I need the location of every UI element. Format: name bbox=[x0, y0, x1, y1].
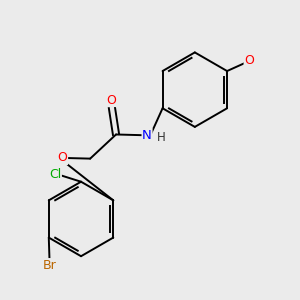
Text: Br: Br bbox=[43, 259, 56, 272]
Text: O: O bbox=[244, 54, 254, 67]
Text: Cl: Cl bbox=[49, 168, 61, 181]
Text: O: O bbox=[58, 152, 68, 164]
Text: H: H bbox=[157, 131, 166, 144]
Text: O: O bbox=[106, 94, 116, 106]
Text: N: N bbox=[142, 129, 152, 142]
